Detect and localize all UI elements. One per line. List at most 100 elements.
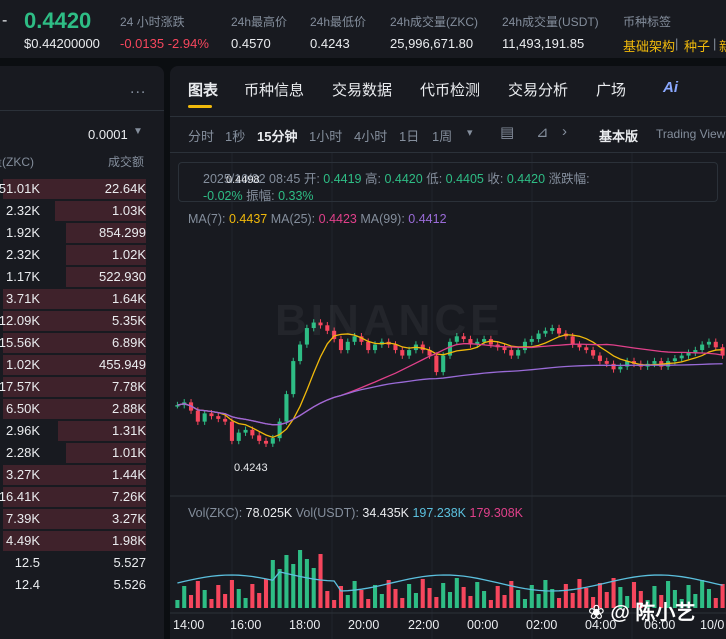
interval-15m[interactable]: 15分钟 <box>257 129 298 144</box>
depth-bar <box>3 509 146 529</box>
amplitude-label: 振幅: <box>246 189 275 203</box>
candle-body <box>195 410 200 422</box>
vol-usdt-value: 34.435K <box>362 506 409 520</box>
tab-token-check[interactable]: 代币检测 <box>420 82 481 99</box>
chevron-down-icon[interactable]: ▼ <box>133 126 143 137</box>
volume-bar <box>666 581 671 608</box>
vol-usdt-label: Vol(USDT): <box>295 506 359 520</box>
candle-body <box>332 330 337 340</box>
interval-1s[interactable]: 1秒 <box>225 129 246 144</box>
volume-bar <box>625 596 630 608</box>
candle-body <box>509 350 514 356</box>
order-book-row[interactable]: 15.56K 6.89K <box>0 332 164 354</box>
chevron-down-icon[interactable]: ▾ <box>467 127 473 139</box>
order-book-row[interactable]: 1.02K 455.949 <box>0 354 164 376</box>
order-book-row[interactable]: 2.32K 1.02K <box>0 244 164 266</box>
candle-body <box>359 336 364 342</box>
candle-body <box>584 347 589 351</box>
candle-info-box: 2025/10/02 08:45 开: 0.4419 高: 0.4420 低: … <box>178 162 718 203</box>
volume-bar <box>686 585 691 608</box>
order-book-row[interactable]: 12.4 5.526 <box>0 574 164 596</box>
interval-timeline[interactable]: 分时 <box>188 129 215 144</box>
vol-zkc-label: Vol(ZKC): <box>188 506 243 520</box>
candle-body <box>611 363 616 370</box>
depth-bar <box>66 245 146 265</box>
order-book-row[interactable]: 4.49K 1.98K <box>0 530 164 552</box>
tag-infra[interactable]: 基础架构 <box>623 39 676 54</box>
candle-body <box>318 322 323 326</box>
volume-bar <box>475 582 480 608</box>
volume-bar <box>223 594 228 608</box>
precision-select[interactable]: 0.0001 <box>88 127 128 142</box>
volume-bar <box>209 599 214 608</box>
order-book-row[interactable]: 12.5 5.527 <box>0 552 164 574</box>
candle-body <box>427 350 432 356</box>
ma7-value: 0.4437 <box>228 212 268 226</box>
candlestick-chart[interactable] <box>170 153 726 639</box>
close-value: 0.4420 <box>506 172 546 186</box>
volume-bar <box>304 559 309 608</box>
candle-body <box>536 333 541 340</box>
active-tab-indicator <box>188 105 212 108</box>
x-tick: 04:00 <box>585 618 617 632</box>
high-marker-label: 0.4498 <box>226 174 260 186</box>
order-book-row[interactable]: 6.50K 2.88K <box>0 398 164 420</box>
order-book-row[interactable]: 2.28K 1.01K <box>0 442 164 464</box>
tab-square[interactable]: 广场 <box>596 82 627 99</box>
tradingview-toggle[interactable]: Trading View <box>656 127 726 141</box>
tab-trade-data[interactable]: 交易数据 <box>332 82 393 99</box>
order-book: ... 0.0001 ▼ 量(ZKC) 成交额 51.01K 22.64K 2.32… <box>0 66 164 639</box>
draw-tools-icon[interactable]: ⊿ <box>536 124 549 141</box>
order-book-row[interactable]: 1.92K 854.299 <box>0 222 164 244</box>
candle-body <box>706 341 712 345</box>
volume-bar <box>236 589 241 608</box>
order-book-row[interactable]: 3.71K 1.64K <box>0 288 164 310</box>
interval-1d[interactable]: 1日 <box>399 129 420 144</box>
ai-icon[interactable]: Ai <box>663 79 678 96</box>
interval-1w[interactable]: 1周 <box>432 129 453 144</box>
tab-coin-info[interactable]: 币种信息 <box>244 82 305 99</box>
calendar-icon[interactable]: ▤ <box>500 124 515 141</box>
basic-view-toggle[interactable]: 基本版 <box>599 129 639 144</box>
order-book-row[interactable]: 7.39K 3.27K <box>0 508 164 530</box>
candle-body <box>591 350 596 356</box>
last-price: 0.4420 <box>24 8 92 33</box>
order-book-row[interactable]: 17.57K 7.78K <box>0 376 164 398</box>
order-book-row[interactable]: 3.27K 1.44K <box>0 464 164 486</box>
volume-bar <box>706 589 712 608</box>
chevron-right-icon[interactable]: › <box>562 123 567 140</box>
more-icon[interactable]: ... <box>130 80 147 97</box>
volume-bar <box>202 590 207 608</box>
low-marker-label: 0.4243 <box>234 462 268 474</box>
chart-panel: 图表 币种信息 交易数据 代币检测 交易分析 广场 Ai 分时 1秒 15分钟 … <box>170 66 726 639</box>
candle-body <box>202 413 207 422</box>
order-book-row[interactable]: 2.96K 1.31K <box>0 420 164 442</box>
volume-bar <box>543 580 548 608</box>
interval-1h[interactable]: 1小时 <box>309 129 343 144</box>
order-book-row[interactable]: 2.32K 1.03K <box>0 200 164 222</box>
col-total-header: 成交额 <box>108 155 145 169</box>
candle-body <box>338 339 344 351</box>
order-total: 1.44K <box>112 467 146 482</box>
order-total: 1.03K <box>112 203 146 218</box>
interval-4h[interactable]: 4小时 <box>354 129 388 144</box>
tag-seed[interactable]: 种子 <box>684 39 711 54</box>
x-tick: 10/0 <box>700 618 725 632</box>
candle-body <box>597 355 602 362</box>
candle-body <box>556 328 562 334</box>
order-book-row[interactable]: 1.17K 522.930 <box>0 266 164 288</box>
order-book-row[interactable]: 16.41K 7.26K <box>0 486 164 508</box>
volume-bar <box>359 590 364 608</box>
order-total: 7.78K <box>112 379 146 394</box>
tag-new[interactable]: 新 <box>719 39 726 54</box>
tab-chart[interactable]: 图表 <box>188 82 219 99</box>
candle-body <box>420 344 425 351</box>
ma25-value: 0.4423 <box>318 212 357 226</box>
volume-bar <box>400 598 405 608</box>
order-book-row[interactable]: 12.09K 5.35K <box>0 310 164 332</box>
order-book-row[interactable]: 51.01K 22.64K <box>0 178 164 200</box>
candle-body <box>393 344 398 351</box>
candle-body <box>298 344 303 362</box>
tab-trade-analysis[interactable]: 交易分析 <box>508 82 569 99</box>
back-dash[interactable]: - <box>2 12 8 29</box>
